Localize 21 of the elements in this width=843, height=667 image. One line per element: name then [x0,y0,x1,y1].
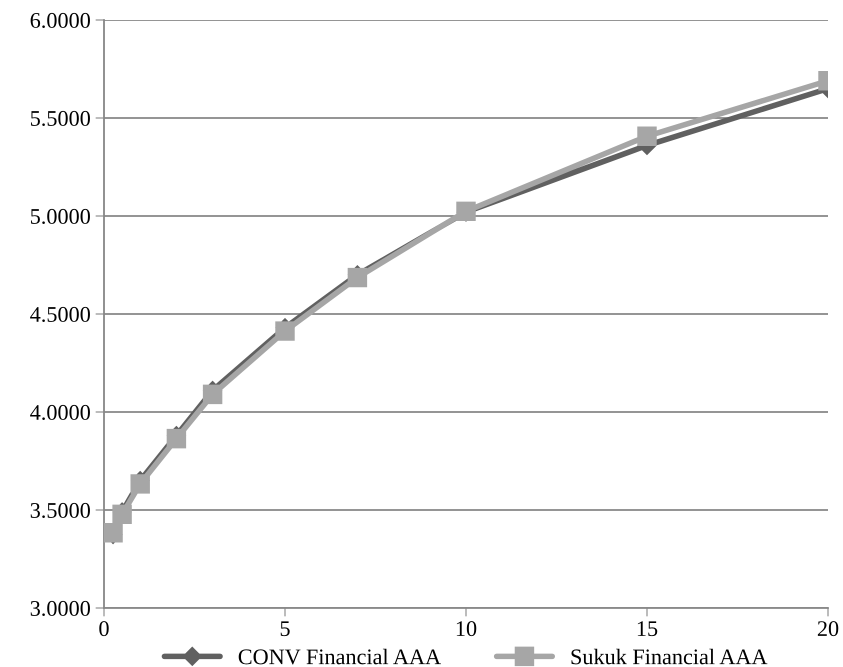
y-tick-label: 6.0000 [30,12,90,28]
x-tick-label: 20 [818,621,838,636]
point [202,384,222,404]
point [637,126,657,146]
point [275,321,295,341]
legend-label: Sukuk Financial AAA [571,648,768,664]
y-tick-label: 4.5000 [30,306,90,322]
y-tick-label: 5.5000 [30,110,90,126]
legend-label: CONV Financial AAA [238,648,441,664]
x-tick-label: 10 [456,621,476,636]
x-tick-label: 0 [99,621,109,636]
x-tick-label: 5 [280,621,290,636]
point [130,474,150,494]
point [348,268,368,288]
y-tick-label: 3.0000 [30,600,90,616]
y-tick-label: 3.5000 [30,502,90,518]
x-tick-label: 15 [638,621,658,636]
point [166,428,186,448]
y-tick-label: 5.0000 [30,208,90,224]
point [112,504,132,524]
y-tick-label: 4.0000 [30,404,90,420]
